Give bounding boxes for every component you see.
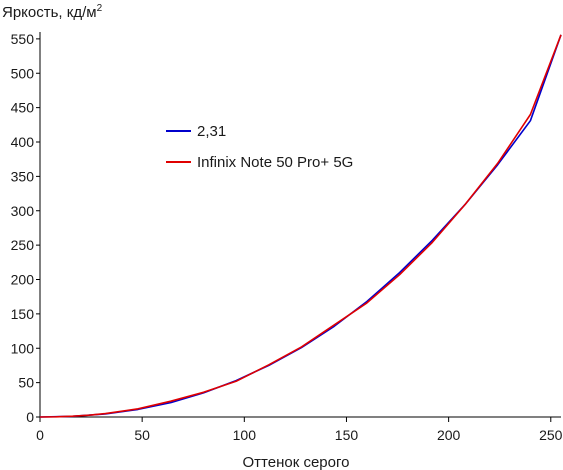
y-tick-label: 550 (11, 31, 35, 47)
y-tick-label: 450 (11, 100, 35, 116)
y-tick-label: 350 (11, 168, 35, 184)
y-tick-label: 500 (11, 65, 35, 81)
y-tick-label: 0 (26, 409, 34, 425)
series-lines (39, 34, 562, 418)
x-tick-label: 200 (437, 427, 461, 443)
y-axis-ticks: 0 50 100 150 200 250 300 350 400 450 500 550 (11, 31, 40, 425)
series-line-2 (39, 34, 562, 418)
x-axis-ticks: 0 50 100 150 200 250 (36, 417, 563, 443)
y-tick-label: 300 (11, 203, 35, 219)
axes (39, 32, 561, 418)
x-axis-title: Оттенок серого (243, 454, 350, 470)
y-tick-label: 200 (11, 272, 35, 288)
series-line-1 (39, 34, 562, 418)
legend-label-2: Infinix Note 50 Pro+ 5G (197, 154, 353, 171)
x-tick-label: 250 (539, 427, 563, 443)
y-tick-label: 400 (11, 134, 35, 150)
y-tick-label: 250 (11, 237, 35, 253)
y-tick-label: 150 (11, 306, 35, 322)
y-axis-title: Яркость, кд/м2 (2, 3, 103, 21)
y-tick-label: 50 (18, 375, 34, 391)
x-tick-label: 0 (36, 427, 44, 443)
legend-label-1: 2,31 (197, 123, 226, 140)
x-tick-label: 50 (134, 427, 150, 443)
x-tick-label: 150 (335, 427, 359, 443)
y-tick-label: 100 (11, 340, 35, 356)
legend: 2,31 Infinix Note 50 Pro+ 5G (166, 123, 353, 171)
x-tick-label: 100 (233, 427, 257, 443)
